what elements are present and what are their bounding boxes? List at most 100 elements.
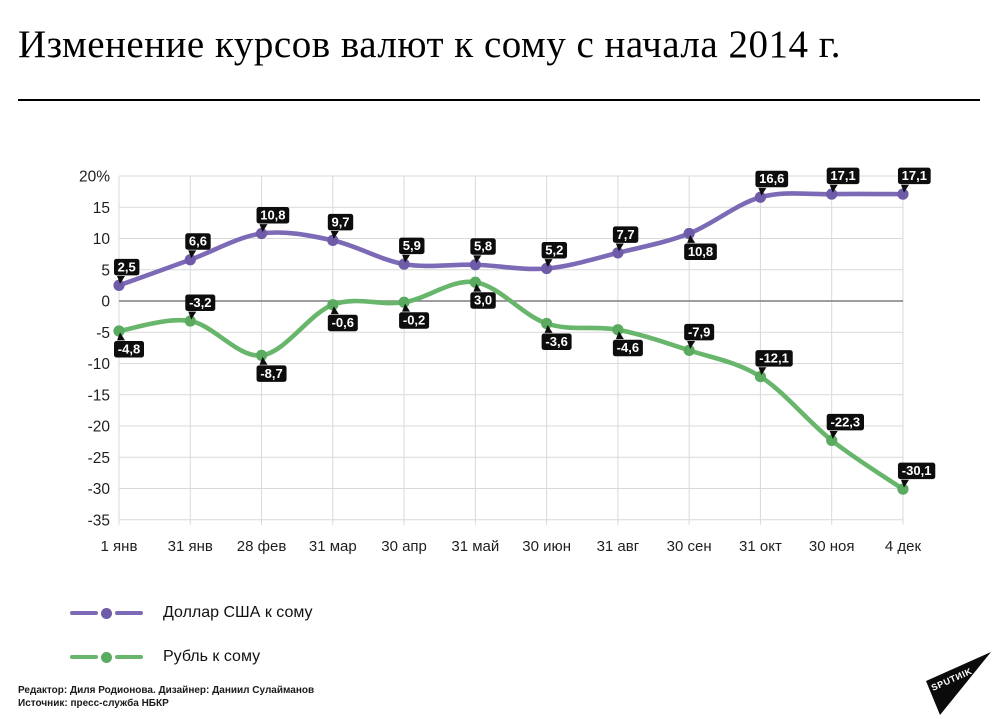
y-axis-label: -5: [96, 325, 110, 342]
footer-credits: Редактор: Диля Родионова. Дизайнер: Дани…: [18, 685, 315, 696]
x-axis-label: 4 дек: [885, 538, 922, 555]
rub-data-point: [184, 315, 196, 327]
svg-text:-0,2: -0,2: [403, 313, 425, 328]
rub-data-point: [255, 349, 268, 361]
x-axis-label: 30 ноя: [809, 538, 855, 555]
usd-data-point-label: 6,6: [185, 233, 211, 259]
rub-data-point-label: -4,6: [612, 331, 643, 357]
y-axis-label: -35: [88, 512, 110, 529]
svg-text:10,8: 10,8: [260, 207, 285, 222]
usd-data-point-label: 5,2: [541, 242, 568, 267]
usd-data-point: [683, 227, 695, 240]
rub-data-point-label: -22,3: [826, 413, 864, 439]
svg-text:5,9: 5,9: [403, 238, 421, 253]
x-axis-label: 30 сен: [667, 538, 712, 555]
rub-data-point: [398, 296, 410, 308]
x-axis-label: 31 авг: [597, 538, 640, 555]
usd-data-point: [469, 259, 481, 271]
svg-text:6,6: 6,6: [189, 234, 207, 249]
usd-data-point: [541, 262, 553, 275]
legend-label-rub: Рубль к сому: [163, 648, 261, 665]
svg-text:-7,9: -7,9: [688, 324, 710, 339]
svg-text:-0,6: -0,6: [332, 315, 354, 330]
rub-data-point-label: -0,6: [327, 306, 358, 332]
rub-data-point: [327, 299, 339, 311]
footer: Редактор: Диля Родионова. Дизайнер: Дани…: [18, 684, 314, 710]
usd-data-point: [255, 227, 268, 240]
svg-text:-3,2: -3,2: [189, 295, 211, 310]
legend-item-usd: Доллар США к сому: [70, 602, 313, 624]
usd-data-point: [184, 254, 196, 266]
usd-data-point: [113, 279, 125, 291]
rub-data-point-label: -4,8: [114, 332, 144, 358]
usd-data-point-label: 10,8: [256, 207, 290, 232]
rub-data-point-label: -3,2: [185, 294, 216, 320]
rub-data-point-label: -3,6: [541, 325, 572, 350]
x-axis-label: 1 янв: [101, 538, 138, 555]
usd-data-point-label: 17,1: [897, 167, 931, 193]
x-axis-label: 31 янв: [168, 538, 213, 555]
rub-data-point-label: 3,0: [470, 283, 496, 309]
x-axis-label: 30 июн: [522, 538, 571, 555]
rub-data-point: [541, 317, 553, 330]
y-axis-label: 15: [93, 200, 110, 217]
usd-data-point-label: 7,7: [612, 226, 639, 252]
rub-data-point-label: -12,1: [755, 350, 793, 376]
rub-data-point: [469, 276, 481, 288]
usd-data-point: [612, 247, 624, 259]
svg-text:5,8: 5,8: [474, 239, 492, 254]
y-axis-label: -25: [88, 450, 110, 467]
y-axis-label: 10: [93, 231, 111, 248]
svg-text:-30,1: -30,1: [902, 463, 932, 478]
logo-triangle: [926, 652, 991, 715]
rub-data-point-label: -0,2: [399, 303, 430, 329]
y-axis-label: 5: [101, 262, 110, 279]
svg-text:-22,3: -22,3: [831, 414, 861, 429]
page-title: Изменение курсов валют к сому с начала 2…: [18, 23, 842, 66]
title-divider: [18, 99, 980, 101]
footer-source: Источник: пресс-служба НБКР: [18, 698, 169, 709]
sputnik-logo: SPUTИIK: [926, 652, 991, 715]
rub-line-sample-icon: [70, 651, 146, 663]
x-axis-label: 30 апр: [381, 538, 427, 555]
usd-data-point: [826, 188, 838, 200]
svg-text:5,2: 5,2: [545, 242, 563, 257]
y-axis-label: -15: [88, 387, 110, 404]
svg-text:16,6: 16,6: [759, 171, 784, 186]
rub-data-point: [754, 371, 767, 383]
usd-data-point: [897, 188, 909, 200]
rub-data-point: [612, 324, 624, 336]
usd-data-point: [754, 191, 767, 203]
rub-data-point-label: -7,9: [684, 323, 715, 349]
rub-line: [116, 279, 906, 492]
usd-data-point-label: 10,8: [684, 235, 717, 260]
usd-data-point-label: 9,7: [327, 213, 354, 239]
usd-data-point-label: 17,1: [826, 167, 860, 193]
rub-data-point-label: -8,7: [256, 356, 287, 382]
svg-text:3,0: 3,0: [474, 293, 492, 308]
y-axis-label: -30: [88, 481, 111, 498]
usd-data-point-label: 2,5: [114, 258, 140, 284]
y-axis-label: 20%: [79, 169, 110, 186]
legend-item-rub: Рубль к сому: [70, 646, 313, 668]
svg-text:17,1: 17,1: [830, 168, 855, 183]
usd-line-sample-icon: [70, 607, 146, 619]
svg-text:9,7: 9,7: [331, 214, 349, 229]
svg-text:-4,6: -4,6: [617, 340, 639, 355]
rub-data-point: [897, 483, 909, 495]
chart-legend: Доллар США к сому Рубль к сому: [70, 602, 313, 690]
x-axis-label: 28 фев: [237, 538, 287, 555]
rub-data-point: [113, 325, 125, 337]
svg-text:-8,7: -8,7: [260, 366, 282, 381]
rub-data-point: [826, 434, 838, 446]
y-axis-label: -10: [88, 356, 111, 373]
usd-data-point-label: 16,6: [755, 170, 789, 196]
svg-text:-12,1: -12,1: [759, 351, 789, 366]
svg-text:17,1: 17,1: [902, 168, 927, 183]
svg-text:2,5: 2,5: [118, 259, 136, 274]
y-axis-label: -20: [88, 419, 111, 436]
x-axis-label: 31 май: [451, 538, 499, 555]
x-axis-label: 31 мар: [309, 538, 357, 555]
